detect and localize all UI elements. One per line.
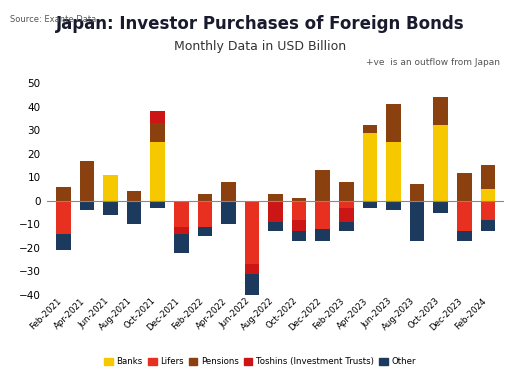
Bar	[433, 201, 448, 212]
Bar	[245, 201, 259, 264]
Bar	[433, 125, 448, 201]
Bar	[150, 112, 165, 123]
Bar	[433, 97, 448, 125]
Bar	[480, 220, 495, 231]
Text: +ve  is an outflow from Japan: +ve is an outflow from Japan	[366, 58, 500, 67]
Bar	[103, 175, 118, 201]
Text: Japan: Investor Purchases of Foreign Bonds: Japan: Investor Purchases of Foreign Bon…	[56, 15, 464, 33]
Bar	[103, 201, 118, 215]
Bar	[174, 201, 189, 227]
Bar	[457, 201, 472, 231]
Bar	[339, 222, 354, 231]
Bar	[80, 201, 94, 210]
Bar	[221, 182, 236, 201]
Bar	[198, 227, 212, 236]
Bar	[480, 189, 495, 201]
Bar	[316, 170, 330, 201]
Bar	[457, 231, 472, 241]
Bar	[127, 201, 141, 224]
Bar	[362, 133, 378, 201]
Text: Monthly Data in USD Billion: Monthly Data in USD Billion	[174, 40, 346, 53]
Bar	[56, 201, 71, 234]
Bar	[292, 220, 306, 231]
Bar	[268, 222, 283, 231]
Bar	[316, 229, 330, 241]
Bar	[127, 191, 141, 201]
Bar	[410, 184, 424, 201]
Bar	[56, 234, 71, 250]
Bar	[80, 161, 94, 201]
Bar	[56, 187, 71, 201]
Bar	[292, 198, 306, 201]
Bar	[174, 227, 189, 234]
Bar	[198, 194, 212, 201]
Legend: Banks, Lifers, Pensions, Toshins (Investment Trusts), Other: Banks, Lifers, Pensions, Toshins (Invest…	[101, 354, 419, 370]
Text: Source: Exante Data: Source: Exante Data	[10, 15, 97, 24]
Bar	[480, 166, 495, 189]
Bar	[245, 264, 259, 274]
Bar	[174, 234, 189, 253]
Bar	[198, 201, 212, 227]
Bar	[339, 201, 354, 208]
Bar	[316, 201, 330, 229]
Bar	[268, 194, 283, 201]
Bar	[480, 201, 495, 220]
Bar	[150, 123, 165, 142]
Bar	[339, 208, 354, 222]
Bar	[362, 125, 378, 133]
Bar	[386, 104, 401, 142]
Bar	[386, 142, 401, 201]
Bar	[457, 172, 472, 201]
Bar	[150, 142, 165, 201]
Bar	[339, 182, 354, 201]
Bar	[292, 201, 306, 220]
Bar	[292, 231, 306, 241]
Bar	[362, 201, 378, 208]
Bar	[221, 201, 236, 224]
Bar	[410, 201, 424, 241]
Bar	[245, 274, 259, 295]
Bar	[268, 201, 283, 222]
Bar	[150, 201, 165, 208]
Bar	[386, 201, 401, 210]
